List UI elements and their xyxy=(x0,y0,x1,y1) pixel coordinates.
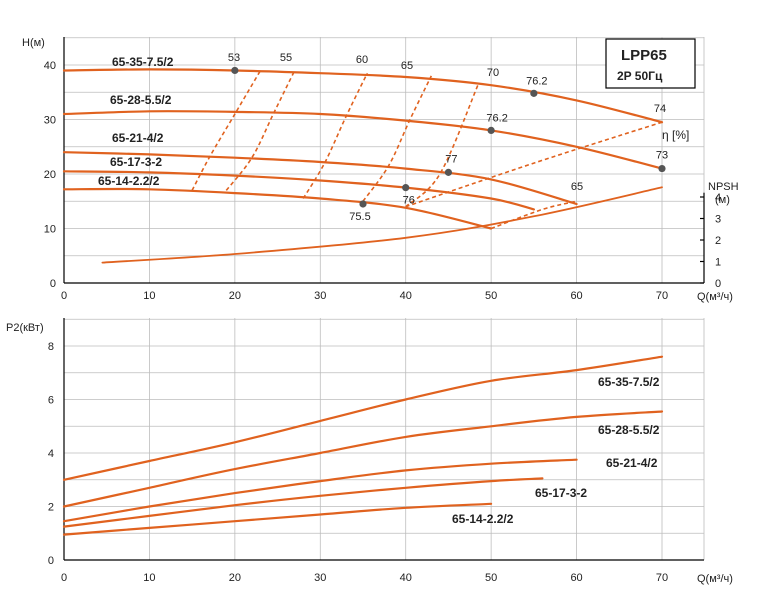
bottom-x-tick-label: 10 xyxy=(143,572,155,584)
efficiency-line xyxy=(225,70,296,191)
top-x-tick-label: 30 xyxy=(314,290,326,302)
npsh-tick-label: 0 xyxy=(715,278,721,290)
bottom-xlabel: Q(м³/ч) xyxy=(697,573,733,585)
efficiency-line-label: 65 xyxy=(401,60,413,72)
power-curve-label: 65-35-7.5/2 xyxy=(598,375,660,389)
top-x-tick-label: 20 xyxy=(229,290,241,302)
efficiency-point-label: 76.2 xyxy=(526,75,547,87)
bottom-y-tick-label: 6 xyxy=(48,395,54,407)
efficiency-line-label: 70 xyxy=(487,67,499,79)
npsh-tick-label: 4 xyxy=(715,192,721,204)
power-curve-label: 65-28-5.5/2 xyxy=(598,423,660,437)
npsh-tick-label: 1 xyxy=(715,257,721,269)
efficiency-line xyxy=(490,200,577,230)
bottom-x-tick-label: 40 xyxy=(400,572,412,584)
bottom-x-tick-label: 60 xyxy=(570,572,582,584)
top-y-tick-label: 20 xyxy=(44,169,56,181)
efficiency-line-label: 53 xyxy=(228,52,240,64)
bottom-x-tick-label: 70 xyxy=(656,572,668,584)
efficiency-point xyxy=(658,164,666,173)
bottom-y-tick-label: 0 xyxy=(48,555,54,567)
top-ylabel: H(м) xyxy=(22,37,45,49)
bottom-y-tick-label: 2 xyxy=(48,502,54,514)
efficiency-point xyxy=(530,89,538,97)
top-x-tick-label: 40 xyxy=(400,290,412,302)
head-curve-label: 65-21-4/2 xyxy=(112,131,164,145)
head-curve-label: 65-28-5.5/2 xyxy=(110,93,172,107)
efficiency-point-label: 76.2 xyxy=(486,112,507,124)
top-x-tick-label: 50 xyxy=(485,290,497,302)
top-x-tick-label: 10 xyxy=(143,290,155,302)
top-y-tick-label: 0 xyxy=(50,278,56,290)
bottom-x-tick-label: 20 xyxy=(229,572,241,584)
efficiency-point-label: 75.5 xyxy=(349,211,370,223)
efficiency-line xyxy=(302,72,369,199)
power-curve-label: 65-17-3-2 xyxy=(535,486,587,500)
bottom-y-tick-label: 8 xyxy=(48,341,54,353)
efficiency-line-label: 55 xyxy=(280,52,292,64)
efficiency-point xyxy=(444,168,453,176)
npsh-unit: (м) xyxy=(715,194,730,206)
top-x-tick-label: 60 xyxy=(570,290,582,302)
chart-title: LPP65 xyxy=(621,47,667,64)
efficiency-point-label: 76 xyxy=(403,195,415,207)
chart-subtitle: 2P 50Гц xyxy=(617,69,663,83)
bottom-ylabel: P2(кВт) xyxy=(6,322,44,334)
efficiency-point xyxy=(402,184,410,192)
efficiency-point xyxy=(231,66,239,75)
top-y-tick-label: 10 xyxy=(44,224,56,236)
power-curve xyxy=(62,477,544,528)
npsh-label: NPSH xyxy=(708,181,739,193)
power-curve xyxy=(62,355,664,481)
head-curve xyxy=(62,68,664,124)
head-curve-label: 65-17-3-2 xyxy=(110,155,162,169)
top-x-tick-label: 70 xyxy=(656,290,668,302)
power-curve xyxy=(62,458,578,523)
efficiency-line xyxy=(362,75,433,202)
top-y-tick-label: 30 xyxy=(44,115,56,127)
efficiency-axis-label: η [%] xyxy=(662,128,689,142)
title-box-frame xyxy=(605,38,696,89)
head-chart-panel: 0 10 20 30 40 50 60 70 0 10 20 30 40 0 1 2 3 4 65-35-7.5/2… xyxy=(44,37,721,302)
bottom-x-tick-label: 50 xyxy=(485,572,497,584)
top-y-tick-label: 40 xyxy=(44,60,56,72)
head-curve xyxy=(62,110,664,170)
power-curve xyxy=(62,410,664,508)
efficiency-line xyxy=(405,121,663,208)
efficiency-point-label: 73 xyxy=(656,150,668,162)
head-curve xyxy=(62,151,578,206)
chart-title-box: LPP65 2P 50Гц xyxy=(605,38,696,89)
head-curve xyxy=(62,187,493,230)
power-curve xyxy=(62,502,493,536)
efficiency-line xyxy=(191,70,262,191)
npsh-tick-label: 2 xyxy=(715,235,721,247)
efficiency-point-label: 77 xyxy=(445,153,457,165)
efficiency-line-label: 74 xyxy=(654,103,666,115)
efficiency-point xyxy=(359,200,367,208)
head-curve-label: 65-35-7.5/2 xyxy=(112,55,174,69)
head-curve xyxy=(62,170,535,211)
efficiency-line-label: 65 xyxy=(571,181,583,193)
top-x-tick-label: 0 xyxy=(61,290,67,302)
power-chart-panel: 0 10 20 30 40 50 60 70 0 2 4 6 8 65-35-7.5/2 65-28-5.5… xyxy=(48,318,705,584)
head-curve-label: 65-14-2.2/2 xyxy=(98,174,160,188)
bottom-y-tick-label: 4 xyxy=(48,448,54,460)
power-curve-label: 65-21-4/2 xyxy=(606,456,658,470)
npsh-curve xyxy=(101,186,663,264)
efficiency-line-label: 60 xyxy=(356,54,368,66)
bottom-x-tick-label: 0 xyxy=(61,572,67,584)
power-curve-label: 65-14-2.2/2 xyxy=(452,512,514,526)
npsh-tick-label: 3 xyxy=(715,214,721,226)
top-xlabel: Q(м³/ч) xyxy=(697,291,733,303)
bottom-x-tick-label: 30 xyxy=(314,572,326,584)
efficiency-point xyxy=(487,126,495,134)
